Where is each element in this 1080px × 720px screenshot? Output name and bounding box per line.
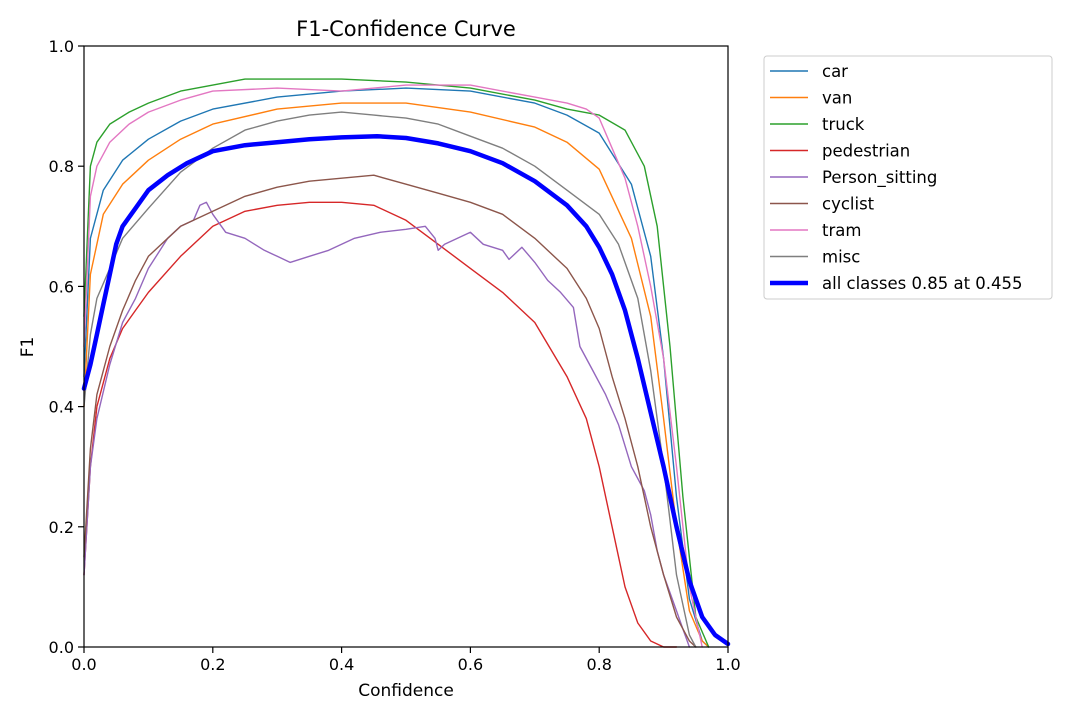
legend-label-van: van (822, 89, 852, 108)
y-tick-label: 0.8 (49, 157, 74, 176)
legend-label-cyclist: cyclist (822, 195, 875, 214)
series-line-car (83, 87, 710, 648)
y-axis-label: F1 (18, 337, 38, 358)
x-tick-label: 0.4 (329, 655, 354, 674)
y-tick-label: 1.0 (49, 37, 74, 56)
legend-label-all-classes-0-85-at-0-455: all classes 0.85 at 0.455 (822, 274, 1023, 293)
plot-frame (83, 45, 729, 648)
ticks-layer: 0.0 0.2 0.4 0.6 0.8 1.0 0.0 0.2 0.4 0.6 0.8 1.0 (49, 37, 741, 674)
series-line-van (83, 102, 710, 648)
legend-frame (763, 55, 1053, 300)
legend-label-misc: misc (822, 248, 860, 267)
series-line-misc (83, 111, 697, 648)
series-layer (81, 78, 731, 648)
series-line-all-classes-0-85-at-0-455 (81, 133, 731, 647)
series-line-cyclist (83, 174, 697, 648)
legend: car van truck pedestrian Person_sittingcycli… (763, 55, 1053, 300)
legend-label-pedestrian: pedestrian (822, 142, 910, 161)
legend-label-car: car (822, 62, 848, 81)
legend-label-tram: tram (822, 221, 861, 240)
y-tick-label: 0.4 (49, 398, 74, 417)
legend-label-person-sitting: Person_sitting (822, 168, 937, 188)
x-tick-label: 0.6 (458, 655, 483, 674)
legend-label-truck: truck (822, 115, 865, 134)
series-line-tram (83, 84, 703, 648)
chart-title: F1-Confidence Curve (296, 17, 516, 41)
x-axis-label: Confidence (358, 681, 454, 701)
series-line-truck (83, 78, 710, 648)
y-tick-label: 0.2 (49, 518, 74, 537)
x-tick-label: 1.0 (715, 655, 740, 674)
y-tick-label: 0.6 (49, 277, 74, 296)
series-line-pedestrian (83, 201, 678, 648)
x-tick-label: 0.0 (71, 655, 96, 674)
y-tick-label: 0.0 (49, 638, 74, 657)
x-tick-label: 0.2 (200, 655, 225, 674)
x-tick-label: 0.8 (586, 655, 611, 674)
